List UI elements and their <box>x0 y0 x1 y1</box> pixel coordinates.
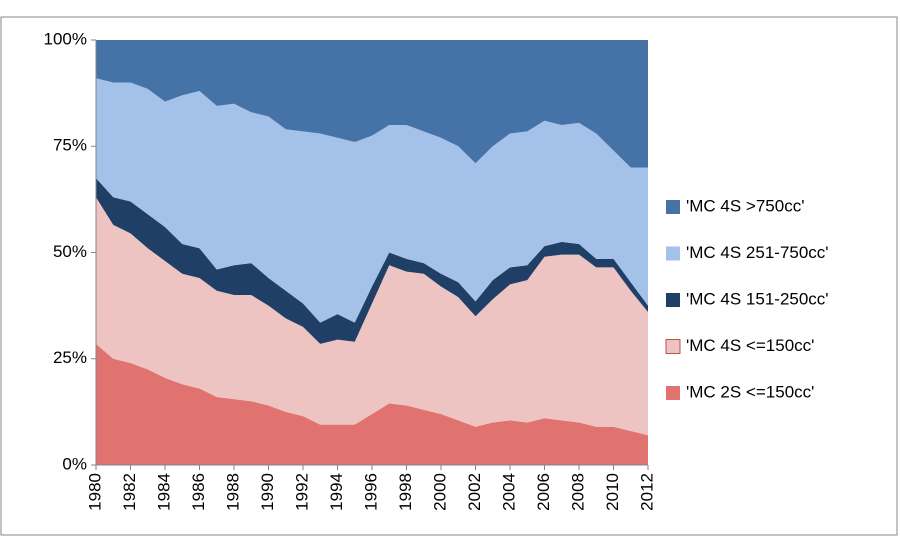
x-tick-label: 2004 <box>499 473 518 511</box>
y-tick-label: 75% <box>53 136 87 155</box>
area <box>96 197 648 436</box>
legend-swatch <box>666 293 680 307</box>
legend-label: 'MC 2S <=150cc' <box>686 382 814 401</box>
x-tick-label: 2006 <box>534 473 553 511</box>
y-tick-label: 50% <box>53 242 87 261</box>
y-tick-label: 0% <box>62 454 87 473</box>
x-tick-label: 1980 <box>85 473 104 511</box>
area <box>96 40 648 168</box>
x-tick-label: 1992 <box>292 473 311 511</box>
x-tick-label: 1984 <box>154 473 173 511</box>
y-tick-label: 25% <box>53 348 87 367</box>
legend-swatch <box>665 339 681 354</box>
y-tick-label: 100% <box>44 29 87 48</box>
x-tick-label: 1990 <box>258 473 277 511</box>
x-tick-label: 2008 <box>568 473 587 511</box>
legend-label: 'MC 4S 151-250cc' <box>686 289 829 308</box>
x-tick-label: 2010 <box>603 473 622 511</box>
x-tick-label: 2002 <box>465 473 484 511</box>
x-tick-label: 2000 <box>430 473 449 511</box>
legend-swatch <box>666 246 680 261</box>
area <box>96 343 648 465</box>
x-tick-label: 2012 <box>637 473 656 511</box>
x-tick-label: 1994 <box>327 473 346 511</box>
area <box>96 178 648 344</box>
legend-swatch <box>666 200 680 214</box>
x-tick-label: 1982 <box>120 473 139 511</box>
x-tick-label: 1998 <box>396 473 415 511</box>
area <box>96 78 648 323</box>
legend-label: 'MC 4S >750cc' <box>686 196 804 215</box>
x-tick-label: 1986 <box>189 473 208 511</box>
x-tick-label: 1996 <box>361 473 380 511</box>
legend-label: 'MC 4S <=150cc' <box>686 336 814 355</box>
legend-swatch <box>666 386 680 400</box>
x-tick-label: 1988 <box>223 473 242 511</box>
legend-label: 'MC 4S 251-750cc' <box>686 243 829 262</box>
